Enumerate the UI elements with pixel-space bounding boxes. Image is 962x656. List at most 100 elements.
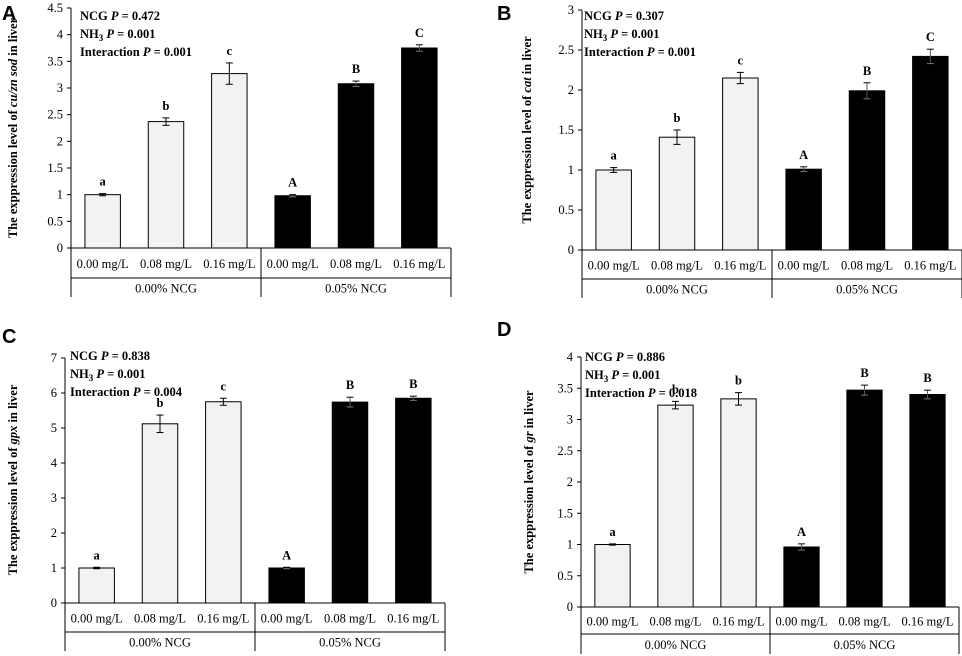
stat-line: NCG P = 0.886 xyxy=(585,350,665,364)
bar xyxy=(395,397,432,604)
stat-value: = 0.001 xyxy=(150,45,192,59)
y-tick-label: 0 xyxy=(51,596,57,610)
y-axis-label-pre: The exppression level of xyxy=(522,443,536,574)
stat-line: Interaction P = 0.001 xyxy=(80,45,192,59)
y-tick-label: 4 xyxy=(51,456,58,470)
bar xyxy=(722,77,759,251)
bar xyxy=(205,401,242,604)
bar xyxy=(846,389,883,608)
significance-letter: a xyxy=(611,149,618,163)
significance-letter: c xyxy=(738,53,744,67)
stat-name: NH xyxy=(584,27,603,41)
y-axis-label: The exppression level of gpx in liver xyxy=(6,384,20,575)
x-category-label: 0.08 mg/L xyxy=(324,612,376,626)
bar xyxy=(141,423,179,604)
stat-p-symbol: P xyxy=(647,45,655,59)
y-tick-label: 1 xyxy=(567,538,573,552)
stat-p-symbol: P xyxy=(101,349,109,363)
y-tick-label: 4 xyxy=(567,350,574,364)
x-group-label: 0.00% NCG xyxy=(646,283,708,297)
y-tick-label: 1.5 xyxy=(558,123,574,137)
chart-panel-b: B 0 0.5 1 1.5 2 2.5 3 The exppression level of c… xyxy=(497,3,962,298)
stat-line: NH3 P = 0.001 xyxy=(585,368,661,384)
significance-letter: A xyxy=(799,148,808,162)
bar xyxy=(211,73,248,249)
y-tick-label: 3 xyxy=(51,491,57,505)
stat-p-symbol: P xyxy=(143,45,151,59)
bar xyxy=(594,544,631,608)
y-axis-label-gene: cu/zn sod xyxy=(6,58,20,107)
chart-panel-d: D 0 0.5 1 1.5 2 2.5 3 3.5 4 The exppression level … xyxy=(497,319,960,654)
bar xyxy=(147,121,185,249)
significance-letter: A xyxy=(797,525,806,539)
bar xyxy=(909,394,946,608)
stat-line: NCG P = 0.307 xyxy=(584,9,664,23)
stat-line: Interaction P = 0.001 xyxy=(584,45,696,59)
significance-letter: B xyxy=(863,64,871,78)
stat-line: NH3 P = 0.001 xyxy=(584,27,660,43)
y-axis-label-gene: gr xyxy=(522,431,536,443)
x-category-label: 0.00 mg/L xyxy=(71,612,123,626)
significance-letter: a xyxy=(94,548,101,562)
significance-letter: C xyxy=(926,30,935,44)
stat-line: NCG P = 0.838 xyxy=(70,349,150,363)
stat-p-symbol: P xyxy=(133,385,141,399)
y-axis-label-post: in liver xyxy=(522,390,536,431)
y-tick-label: 3.5 xyxy=(557,381,573,395)
stat-value: = 0.001 xyxy=(104,367,146,381)
y-tick-label: 2 xyxy=(57,134,63,148)
y-axis-label-pre: The exppression level of xyxy=(6,444,20,575)
y-axis-label-gene: gpx xyxy=(6,426,20,446)
stat-value: = 0.472 xyxy=(119,9,161,23)
stat-value: = 0.001 xyxy=(619,368,661,382)
panel-letter: B xyxy=(497,3,511,25)
y-axis-label-pre: The exppression level of xyxy=(6,107,20,238)
panel-letter: C xyxy=(2,326,16,348)
y-axis-label: The exppression level of cu/zn sod in li… xyxy=(6,17,20,238)
bar xyxy=(785,168,822,251)
significance-letter: A xyxy=(282,548,291,562)
chart-panel-c: C 0 1 2 3 4 5 6 7 The exppression level of gpx in… xyxy=(2,326,446,651)
bar xyxy=(658,136,696,251)
x-category-label: 0.08 mg/L xyxy=(651,259,703,273)
y-tick-label: 2.5 xyxy=(47,108,63,122)
bar xyxy=(84,194,121,249)
x-category-label: 0.08 mg/L xyxy=(841,259,893,273)
bar xyxy=(595,169,632,251)
stat-value: = 0.001 xyxy=(114,27,156,41)
y-tick-label: 3 xyxy=(567,413,573,427)
stat-name: Interaction xyxy=(80,45,140,59)
significance-letter: a xyxy=(609,525,616,539)
y-tick-label: 4.5 xyxy=(47,1,63,15)
y-axis-label: The exppression level of cat in liver xyxy=(520,36,534,224)
stat-subscript: 3 xyxy=(99,33,104,43)
y-tick-label: 6 xyxy=(51,386,57,400)
stat-name: NCG xyxy=(585,350,613,364)
x-category-label: 0.08 mg/L xyxy=(140,257,192,271)
bar xyxy=(720,398,757,608)
stat-name: NCG xyxy=(584,9,612,23)
y-tick-label: 0.5 xyxy=(47,214,63,228)
stat-name: NH xyxy=(80,27,99,41)
stat-subscript: 3 xyxy=(89,373,94,383)
x-category-label: 0.16 mg/L xyxy=(712,615,764,629)
x-group-label: 0.05% NCG xyxy=(834,638,896,652)
stat-p-symbol: P xyxy=(111,9,119,23)
bar xyxy=(657,404,694,608)
stat-line: NH3 P = 0.001 xyxy=(70,367,146,383)
y-tick-label: 1.5 xyxy=(47,161,63,175)
stat-p-symbol: P xyxy=(648,386,656,400)
stat-value: = 0.886 xyxy=(624,350,666,364)
stat-line: Interaction P = 0.018 xyxy=(585,386,697,400)
x-category-label: 0.00 mg/L xyxy=(775,615,827,629)
x-category-label: 0.00 mg/L xyxy=(778,259,830,273)
x-group-label: 0.00% NCG xyxy=(645,638,707,652)
stat-line: Interaction P = 0.004 xyxy=(70,385,183,399)
y-tick-label: 1 xyxy=(57,188,63,202)
stat-p-symbol: P xyxy=(96,367,104,381)
x-category-label: 0.16 mg/L xyxy=(393,257,445,271)
significance-letter: B xyxy=(860,366,868,380)
x-category-label: 0.16 mg/L xyxy=(714,259,766,273)
stat-p-symbol: P xyxy=(610,27,618,41)
